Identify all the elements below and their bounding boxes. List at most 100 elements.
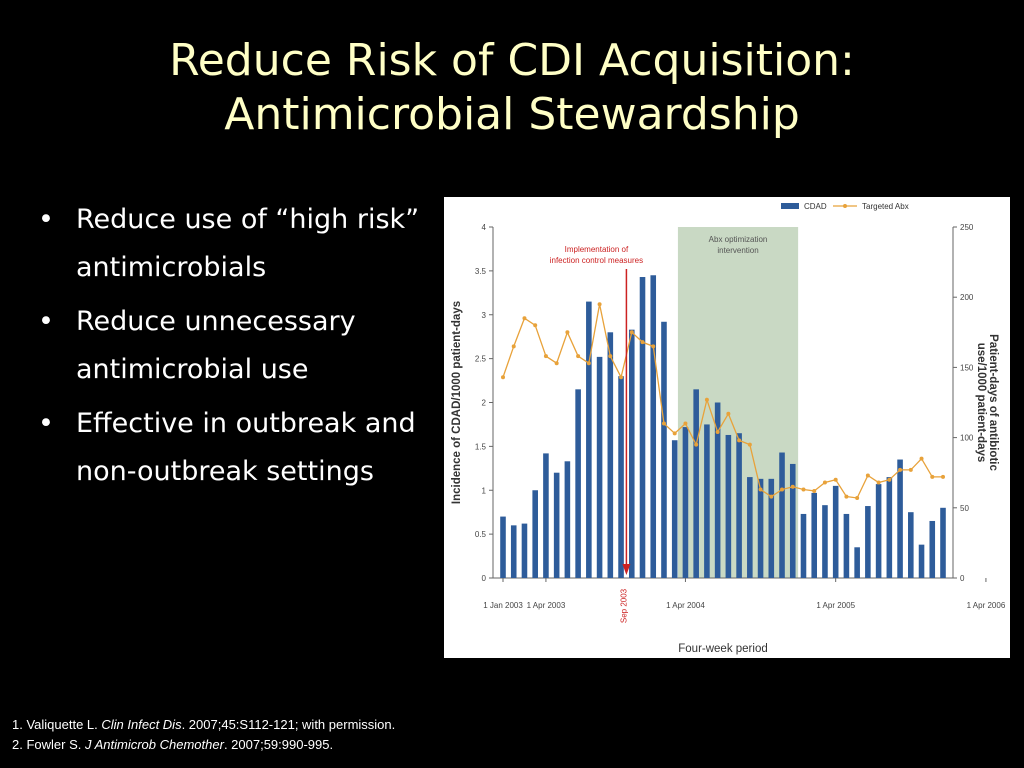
cdad-bar xyxy=(596,356,603,578)
x-axis-label: Four-week period xyxy=(678,643,767,655)
cdad-bar xyxy=(875,484,882,578)
footnote-2: 2. Fowler S. J Antimicrob Chemother. 200… xyxy=(12,735,395,755)
footnote-1: 1. Valiquette L. Clin Infect Dis. 2007;4… xyxy=(12,715,395,735)
y-tick-label: 3 xyxy=(482,311,487,320)
targeted-abx-point xyxy=(822,480,827,485)
targeted-abx-point xyxy=(501,375,505,380)
cdad-bar xyxy=(843,513,850,578)
footnote-1-journal: Clin Infect Dis xyxy=(101,717,182,732)
cdad-bar xyxy=(500,516,506,578)
bullet-item: • Reduce use of “high risk” antimicrobial… xyxy=(34,196,424,292)
cdad-bar xyxy=(908,512,914,578)
cdad-bar xyxy=(768,478,775,578)
targeted-abx-point xyxy=(941,474,945,479)
marker-annotation-line1: Implementation of xyxy=(565,245,629,254)
bullet-item: • Effective in outbreak and non-outbreak … xyxy=(34,400,424,496)
cdad-bar xyxy=(832,485,839,578)
targeted-abx-point xyxy=(651,344,656,349)
cdad-bar xyxy=(929,520,936,578)
footnote-2-suffix: . 2007;59:990-995. xyxy=(223,737,334,752)
sep-2003-label: Sep 2003 xyxy=(619,588,628,623)
x-tick-label: 1 Jan 2003 xyxy=(483,601,523,610)
x-tick-label: 1 Apr 2005 xyxy=(816,601,855,610)
cdad-bar xyxy=(800,513,807,578)
title-line-2: Antimicrobial Stewardship xyxy=(224,89,800,140)
bullet-dot-icon: • xyxy=(38,306,54,337)
chart-panel: Abx optimization intervention 0 0.5 1 1.5 2 2… xyxy=(444,197,1010,658)
y-tick-label: 0.5 xyxy=(475,530,487,539)
targeted-abx-point xyxy=(833,477,838,482)
bullet-dot-icon: • xyxy=(38,408,54,439)
targeted-abx-point xyxy=(586,361,591,366)
cdad-bar xyxy=(886,477,893,578)
targeted-abx-point xyxy=(758,487,763,492)
targeted-abx-line xyxy=(502,304,943,499)
intervention-label-line1: Abx optimization xyxy=(709,235,768,244)
cdad-bar xyxy=(553,472,560,578)
targeted-abx-point xyxy=(533,323,538,328)
targeted-abx-point xyxy=(683,421,688,426)
y-tick-label: 2.5 xyxy=(475,355,487,364)
cdad-bar xyxy=(532,490,538,578)
cdad-bar xyxy=(704,424,710,578)
bullet-dot-icon: • xyxy=(38,204,54,235)
cdad-bar xyxy=(543,453,549,578)
targeted-abx-point xyxy=(865,473,870,478)
cdad-bar xyxy=(897,459,903,578)
targeted-abx-point xyxy=(619,375,624,380)
y2-axis-label-line2: use/1000 patient-days xyxy=(975,343,987,463)
y2-axis-label-line1: Patient-days of antibiotic xyxy=(987,334,999,471)
legend-bar-swatch xyxy=(781,203,799,209)
targeted-abx-point xyxy=(715,429,720,434)
cdad-bar xyxy=(564,461,571,578)
targeted-abx-point xyxy=(608,354,613,359)
footnote-1-suffix: . 2007;45:S112-121; with permission. xyxy=(181,717,396,732)
targeted-abx-point xyxy=(876,480,881,485)
legend-line-marker xyxy=(843,204,847,208)
bullet-text: Reduce unnecessary antimicrobial use xyxy=(76,306,356,385)
y2-tick-label: 100 xyxy=(960,434,974,443)
y-axis-label: Incidence of CDAD/1000 patient-days xyxy=(451,301,463,504)
targeted-abx-point xyxy=(780,487,785,492)
cdad-bar xyxy=(607,332,614,578)
cdad-bar xyxy=(854,547,860,578)
marker-annotation-line2: infection control measures xyxy=(550,256,643,265)
bullet-list: • Reduce use of “high risk” antimicrobial… xyxy=(34,196,424,502)
targeted-abx-point xyxy=(694,442,699,447)
targeted-abx-point xyxy=(908,467,913,472)
cdad-bar xyxy=(682,427,689,578)
y-tick-label: 1.5 xyxy=(475,442,487,451)
cdad-bar xyxy=(789,463,796,578)
cdad-chart: Abx optimization intervention 0 0.5 1 1.5 2 2… xyxy=(451,202,1006,655)
y-tick-label: 4 xyxy=(482,223,487,232)
cdad-bar xyxy=(865,506,871,578)
title-line-1: Reduce Risk of CDI Acquisition: xyxy=(169,35,855,86)
bullet-item: • Reduce unnecessary antimicrobial use xyxy=(34,298,424,394)
targeted-abx-point xyxy=(597,302,602,307)
y2-tick-label: 200 xyxy=(960,293,974,302)
y-tick-label: 3.5 xyxy=(475,267,487,276)
targeted-abx-point xyxy=(747,442,752,447)
cdad-bar xyxy=(736,433,742,578)
intervention-label-line2: intervention xyxy=(717,246,758,255)
targeted-abx-point xyxy=(887,477,892,482)
targeted-abx-point xyxy=(919,456,924,461)
cdad-bar xyxy=(747,477,753,578)
legend-targeted-abx-label: Targeted Abx xyxy=(862,202,909,211)
cdad-bar xyxy=(940,507,946,578)
targeted-abx-point xyxy=(844,494,849,499)
y2-tick-label: 0 xyxy=(960,574,965,583)
targeted-abx-point xyxy=(737,438,742,443)
cdad-bar xyxy=(693,389,699,578)
targeted-abx-point xyxy=(801,487,806,492)
targeted-abx-point xyxy=(576,354,581,359)
x-tick-label: 1 Apr 2006 xyxy=(967,601,1006,610)
targeted-abx-point xyxy=(522,316,527,321)
targeted-abx-point xyxy=(565,330,570,335)
cdad-bar xyxy=(918,544,925,578)
cdad-bar xyxy=(510,525,517,578)
slide-title: Reduce Risk of CDI Acquisition: Antimicr… xyxy=(0,34,1024,142)
cdad-bar xyxy=(779,452,785,578)
footnotes: 1. Valiquette L. Clin Infect Dis. 2007;4… xyxy=(12,715,395,755)
targeted-abx-point xyxy=(629,330,634,335)
